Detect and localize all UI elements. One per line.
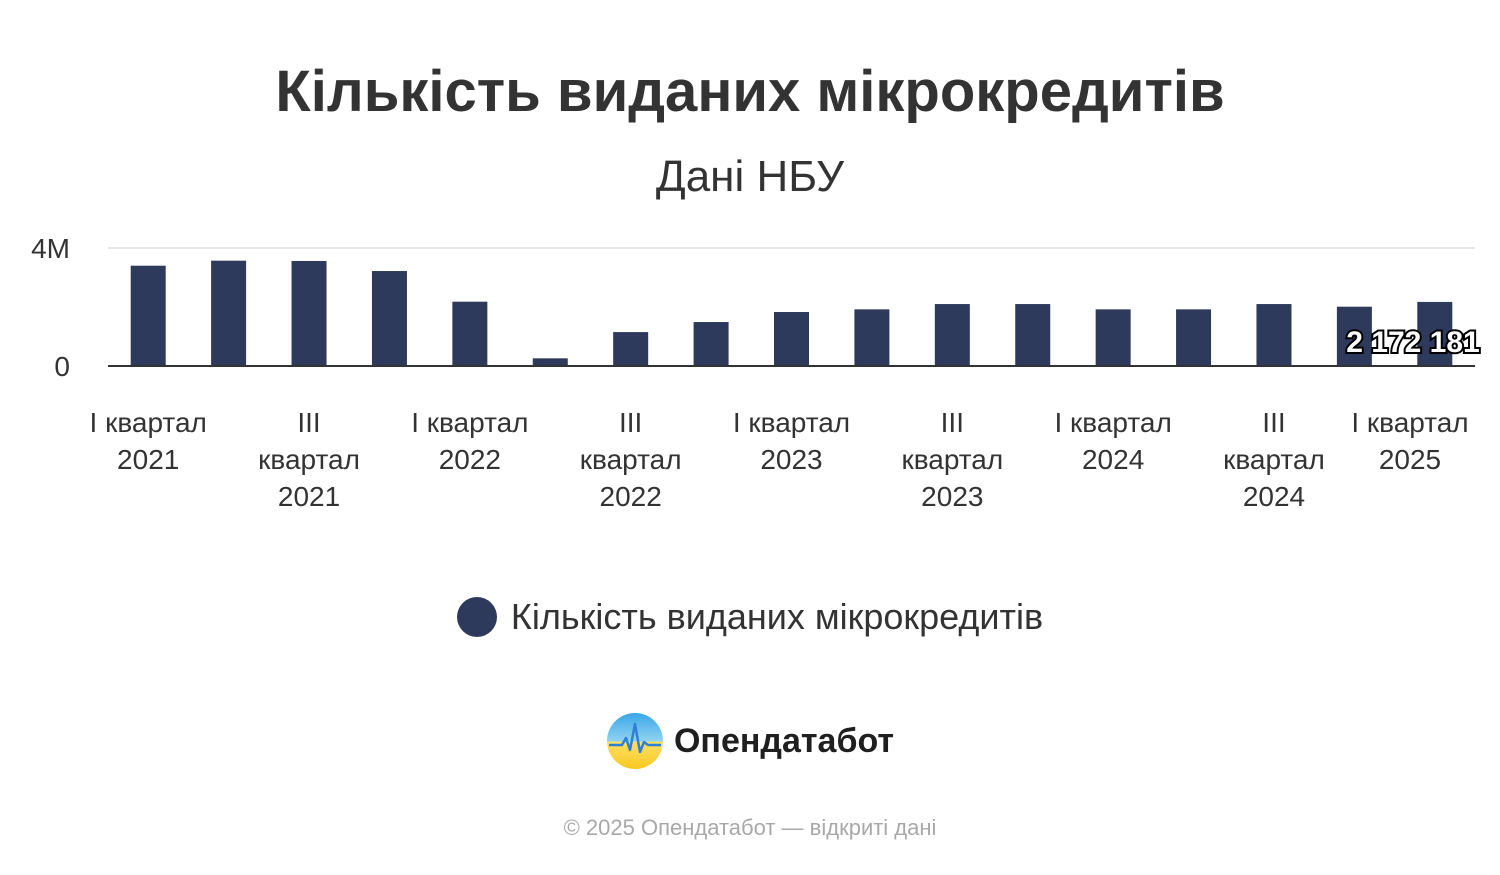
x-tick-label: I квартал 2021 <box>90 407 207 475</box>
bar <box>1015 304 1051 366</box>
x-tick-label: I квартал 2022 <box>411 407 528 475</box>
brand: Опендатабот <box>0 712 1500 770</box>
bar <box>452 301 488 366</box>
x-tick-label: I квартал 2025 <box>1351 407 1468 475</box>
bar <box>1336 306 1372 366</box>
bar <box>291 260 327 366</box>
bar <box>371 271 407 366</box>
bar <box>774 312 809 366</box>
legend-marker-icon <box>456 597 497 637</box>
bar <box>1256 304 1292 366</box>
x-tick-label: III квартал 2024 <box>1223 407 1325 512</box>
data-label: 2 172 181 <box>1346 326 1479 359</box>
x-tick-label: III квартал 2023 <box>901 407 1003 512</box>
bar <box>1095 309 1131 366</box>
chart-title: Кількість виданих мікрокредитів <box>275 59 1225 124</box>
legend[interactable]: Кількість виданих мікрокредитів <box>0 592 1500 642</box>
x-tick-label: III квартал 2021 <box>258 407 360 512</box>
legend-label: Кількість виданих мікрокредитів <box>510 596 1044 637</box>
x-tick-label: I квартал 2024 <box>1054 407 1171 475</box>
bar <box>613 332 649 366</box>
bar-chart: 0 4M 2 172 181 I квартал 2021 III квартал 2021 I… <box>31 233 1482 512</box>
bar <box>1176 309 1212 366</box>
y-tick-label: 0 <box>54 351 70 382</box>
bar <box>934 304 970 366</box>
chart-subtitle: Дані НБУ <box>655 152 845 201</box>
bar <box>854 309 890 366</box>
x-tick-label: III квартал 2022 <box>580 407 682 512</box>
bar <box>1417 301 1453 366</box>
bar <box>532 358 568 366</box>
x-tick-label: I квартал 2023 <box>733 407 850 475</box>
bar <box>130 265 166 366</box>
bar <box>693 322 729 366</box>
footer-copyright: © 2025 Опендатабот — відкриті дані <box>563 815 937 840</box>
bar <box>211 260 247 366</box>
y-tick-label: 4M <box>31 233 70 264</box>
brand-name: Опендатабот <box>673 721 895 760</box>
opendatabot-logo-icon <box>606 713 663 769</box>
